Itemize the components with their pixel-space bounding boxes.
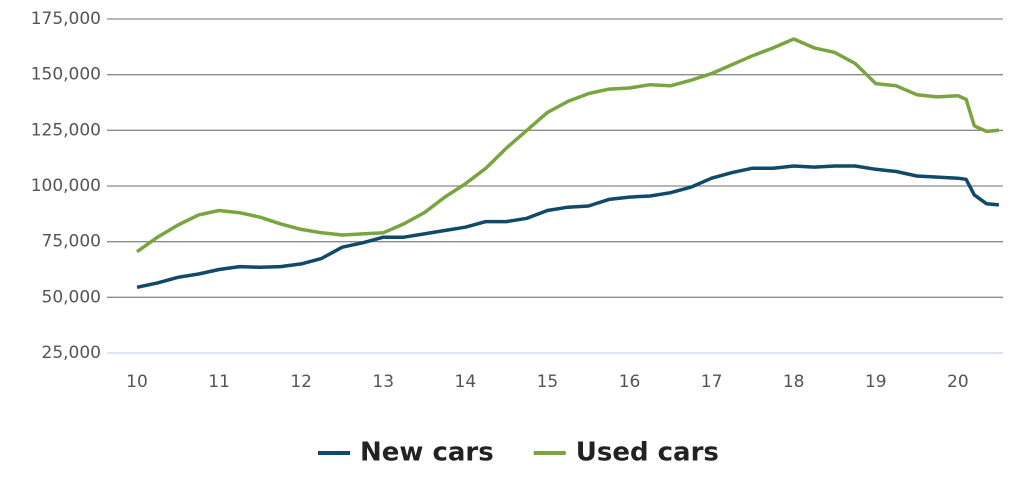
x-tick-label: 10	[126, 372, 148, 392]
x-tick-label: 13	[372, 372, 394, 392]
legend-text: Used cars	[576, 438, 719, 468]
y-tick-label: 125,000	[31, 120, 101, 140]
series-line	[135, 37, 1000, 254]
x-tick-label: 15	[537, 372, 559, 392]
x-tick-label: 12	[290, 372, 312, 392]
y-tick-label: 100,000	[31, 176, 101, 196]
x-tick-label: 14	[455, 372, 477, 392]
x-tick-label: 18	[783, 372, 805, 392]
y-tick-label: 25,000	[42, 343, 101, 363]
x-tick-label: 11	[208, 372, 230, 392]
x-tick-label: 17	[701, 372, 723, 392]
y-tick-label: 50,000	[42, 287, 101, 307]
series-line	[136, 164, 1000, 290]
y-tick-label: 175,000	[31, 9, 101, 29]
x-tick-label: 16	[619, 372, 641, 392]
x-tick-label: 20	[947, 372, 969, 392]
x-tick-label: 19	[865, 372, 887, 392]
y-tick-label: 150,000	[31, 65, 101, 85]
legend-text: New cars	[360, 438, 494, 468]
y-tick-label: 75,000	[42, 232, 101, 252]
